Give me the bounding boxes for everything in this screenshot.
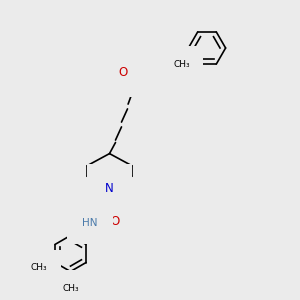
Text: CH₃: CH₃ <box>173 60 190 69</box>
Text: O: O <box>110 215 119 228</box>
Text: O: O <box>118 66 127 80</box>
Text: N: N <box>105 182 114 195</box>
Text: CH₃: CH₃ <box>62 284 79 293</box>
Text: HN: HN <box>82 218 98 229</box>
Text: CH₃: CH₃ <box>31 263 47 272</box>
Text: N: N <box>159 73 168 86</box>
